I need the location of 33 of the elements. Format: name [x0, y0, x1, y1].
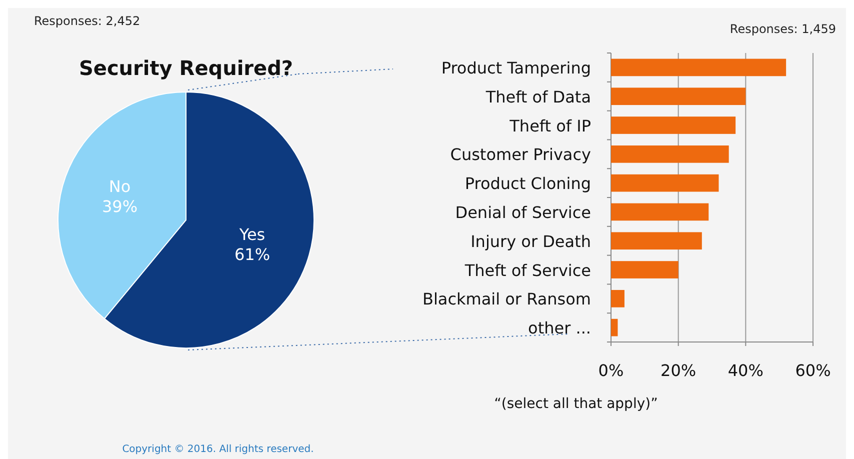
y-tick-label: Product Tampering — [441, 58, 591, 78]
bar — [611, 174, 719, 192]
text: Responses: 1,459 — [730, 22, 836, 36]
bar — [611, 145, 729, 163]
bar — [611, 116, 736, 134]
text: Copyright © 2016. All rights reserved. — [122, 444, 314, 455]
text: Responses: 2,452 — [34, 14, 140, 28]
slice-label: No — [108, 177, 131, 196]
y-tick-label: Blackmail or Ransom — [422, 290, 591, 309]
y-tick-label: Denial of Service — [455, 202, 591, 222]
y-tick-label: Product Cloning — [464, 174, 591, 194]
x-tick-label: 0% — [598, 361, 624, 380]
bar — [611, 318, 618, 336]
data-label: 39% — [102, 197, 138, 216]
chart-title: Security Required? — [78, 56, 294, 80]
bar — [611, 261, 678, 278]
y-tick-label: Injury or Death — [470, 232, 591, 251]
y-tick-label: Theft of Service — [464, 260, 591, 280]
data-label: 61% — [234, 244, 270, 264]
slice-label: Yes — [238, 224, 266, 244]
x-tick-label: 20% — [660, 361, 696, 380]
bar — [611, 290, 624, 308]
bar — [611, 88, 746, 106]
bar — [611, 58, 786, 76]
text: “(select all that apply)” — [494, 396, 658, 412]
x-tick-label: 60% — [795, 361, 831, 380]
x-tick-label: 40% — [728, 361, 764, 380]
y-tick-label: Theft of IP — [508, 116, 592, 136]
y-tick-label: Theft of Data — [484, 87, 591, 106]
y-tick-label: Customer Privacy — [450, 145, 591, 164]
bar — [611, 232, 702, 250]
y-tick-label: other ... — [528, 318, 591, 338]
bar — [611, 203, 709, 221]
